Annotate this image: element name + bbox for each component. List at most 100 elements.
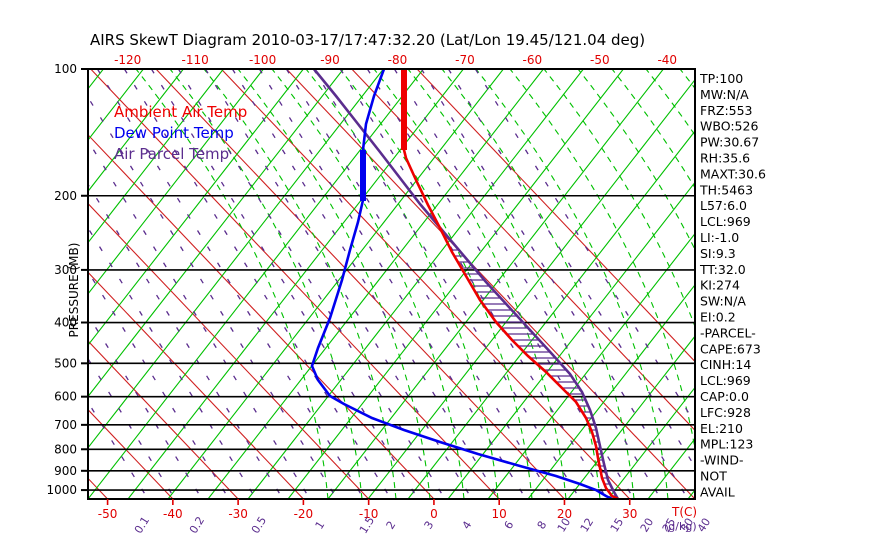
statistic-item: CAPE:673 [700, 341, 761, 356]
pressure-tick-label: 1000 [46, 483, 77, 497]
statistic-item: LCL:969 [700, 214, 751, 229]
dry-adiabat-line [88, 69, 344, 398]
mixing-ratio-line [88, 270, 230, 499]
moist-adiabat-line [305, 69, 499, 499]
pressure-tick-label: 700 [54, 418, 77, 432]
pressure-tick-label: 400 [54, 316, 77, 330]
mixing-ratio-line [96, 69, 365, 499]
mixing-ratio-line [285, 69, 554, 499]
statistic-item: SI:9.3 [700, 246, 736, 261]
moist-adiabat-line [475, 69, 669, 499]
statistic-item: TH:5463 [699, 182, 753, 197]
mixing-ratio-line [420, 69, 689, 499]
pressure-tick-label: 100 [54, 62, 77, 76]
statistic-item: SW:N/A [700, 294, 746, 309]
temperature-tick-label: 10 [492, 507, 507, 521]
pressure-tick-label: 200 [54, 189, 77, 203]
mixing-ratio-line [88, 183, 284, 499]
statistic-item: EI:0.2 [700, 310, 736, 325]
temperature-tick-label: -20 [294, 507, 314, 521]
dry-adiabat-line [527, 284, 695, 499]
dry-adiabat-line [247, 69, 584, 499]
moist-adiabat-line [407, 69, 601, 499]
moist-adiabat-line [237, 69, 431, 499]
statistic-item: -PARCEL- [700, 325, 756, 340]
mixing-ratio-line [88, 226, 257, 499]
dry-adiabat-line [88, 69, 184, 193]
dry-adiabat-line [88, 69, 224, 244]
top-temperature-tick-label: -40 [657, 53, 677, 67]
top-temperature-tick-label: -80 [388, 53, 408, 67]
mixing-ratio-line [88, 400, 149, 499]
moist-adiabat-line [271, 69, 465, 499]
mixing-ratio-tick-label: 15 [608, 516, 626, 535]
isotherm-line [88, 340, 239, 499]
statistic-item: MW:N/A [700, 87, 749, 102]
mixing-ratio-line [393, 69, 662, 499]
moist-adiabat-line [339, 69, 533, 499]
legend-dewpoint-label: Dew Point Temp [114, 124, 234, 142]
isotherm-line [88, 134, 435, 499]
mixing-ratio-line [258, 69, 527, 499]
statistic-item: NOT [700, 469, 727, 484]
statistic-item: -WIND- [700, 453, 744, 468]
pressure-tick-label: 500 [54, 356, 77, 370]
legend-ambient-label: Ambient Air Temp [114, 103, 247, 121]
isotherm-line [286, 69, 695, 499]
moist-adiabat-line [543, 69, 695, 329]
page-title: AIRS SkewT Diagram 2010-03-17/17:47:32.2… [90, 31, 645, 49]
mixing-ratio-line [150, 69, 419, 499]
moist-adiabat-line [577, 69, 695, 251]
isotherm-line [88, 271, 304, 499]
statistic-item: LFC:928 [700, 405, 751, 420]
moist-adiabat-line [509, 69, 695, 452]
temperature-unit-label: T(C) [671, 505, 697, 519]
top-temperature-tick-label: -70 [455, 53, 475, 67]
dry-adiabat-line [487, 232, 695, 499]
isotherm-line [416, 69, 695, 363]
temperature-tick-label: -30 [228, 507, 248, 521]
air-parcel-temp-curve [312, 69, 620, 499]
statistic-item: L57:6.0 [700, 198, 747, 213]
temperature-tick-label: 30 [622, 507, 637, 521]
statistic-item: AVAIL [700, 484, 735, 499]
dry-adiabat-line [88, 69, 264, 295]
mixing-ratio-line [312, 69, 581, 499]
statistic-item: TT:32.0 [699, 262, 746, 277]
statistic-item: TP:100 [699, 71, 743, 86]
pressure-tick-label: 800 [54, 442, 77, 456]
dry-adiabat-line [88, 69, 304, 347]
temperature-tick-label: 20 [557, 507, 572, 521]
mixing-ratio-unit-label: (g/kg) [664, 520, 697, 533]
isotherm-line [155, 69, 565, 499]
top-temperature-tick-label: -110 [182, 53, 209, 67]
mixing-ratio-line [88, 313, 203, 499]
isotherm-line [88, 408, 174, 499]
pressure-tick-label: 900 [54, 464, 77, 478]
statistic-item: MAXT:30.6 [700, 166, 766, 181]
bottom-temperature-axis: -50 -40 -30 -20 -10 0 10 20 30 [98, 499, 637, 521]
pressure-tick-label: 300 [54, 263, 77, 277]
temperature-tick-label: -50 [98, 507, 118, 521]
mixing-ratio-tick-label: 40 [695, 516, 713, 535]
dry-adiabat-line [88, 69, 424, 499]
statistic-item: LI:-1.0 [700, 230, 739, 245]
statistic-item: WBO:526 [700, 119, 758, 134]
moist-adiabat-line [373, 69, 567, 499]
dry-adiabat-line [327, 69, 664, 499]
dry-adiabat-line [367, 78, 695, 499]
moist-adiabat-line [135, 69, 329, 499]
statistic-item: LCL:969 [700, 373, 751, 388]
mixing-ratio-tick-label: 20 [638, 516, 656, 535]
mixing-ratio-line [88, 357, 176, 499]
mixing-ratio-tick-label: 10 [555, 516, 573, 535]
ambient-air-temp-curve [402, 69, 619, 499]
mixing-ratio-line [231, 69, 500, 499]
moist-adiabat-lines [135, 69, 695, 499]
statistic-item: KI:274 [700, 278, 740, 293]
mixing-ratio-line [88, 139, 311, 499]
isotherm-line [351, 69, 695, 432]
dry-adiabat-line [447, 181, 695, 499]
pressure-tick-label: 600 [54, 390, 77, 404]
